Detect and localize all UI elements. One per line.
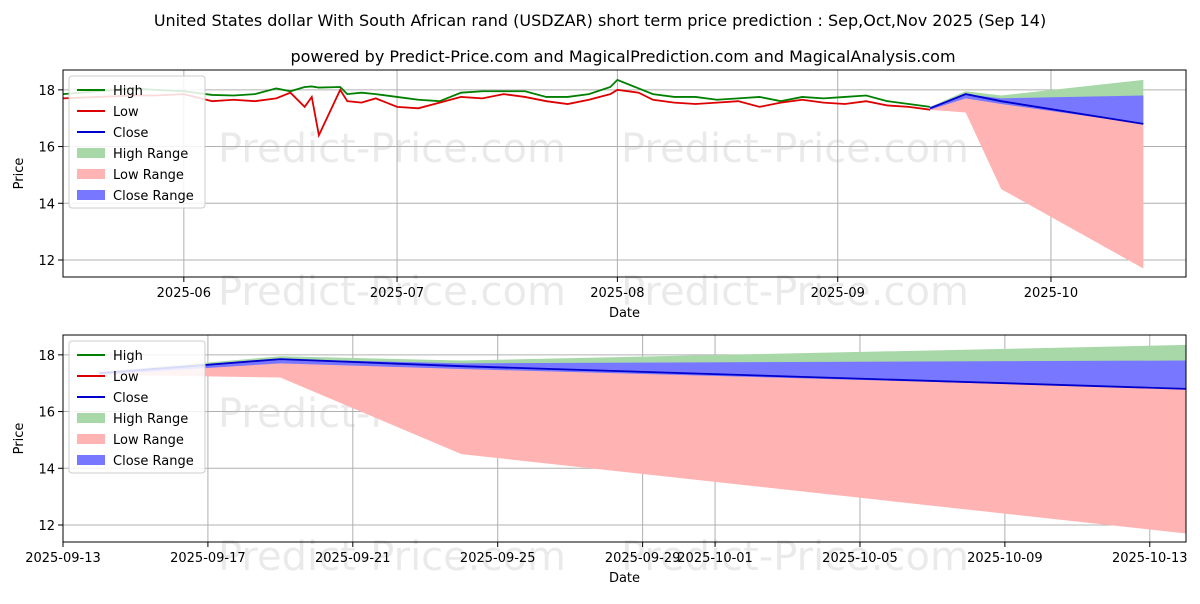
legend-label: Low Range — [113, 168, 184, 183]
y-tick-label: 16 — [38, 141, 55, 156]
legend-swatch-patch — [77, 190, 105, 200]
x-tick-label: 2025-10-13 — [1112, 551, 1188, 566]
close-range-band — [99, 359, 1186, 389]
watermark-text: Predict-Price.com — [621, 126, 969, 172]
x-tick-label: 2025-06 — [157, 286, 211, 301]
legend-swatch-patch — [77, 455, 105, 465]
x-axis-label: Date — [609, 571, 640, 586]
grid-lines — [63, 70, 1186, 277]
y-tick-label: 14 — [38, 197, 55, 212]
y-tick-label: 12 — [38, 519, 55, 534]
bottom-panel: Predict-Price.comPredict-Price.comPredic… — [12, 334, 1188, 586]
x-tick-label: 2025-07 — [370, 286, 424, 301]
x-tick-label: 2025-09-17 — [170, 551, 246, 566]
legend-swatch-patch — [77, 434, 105, 444]
y-tick-label: 18 — [38, 84, 55, 99]
y-tick-label: 14 — [38, 462, 55, 477]
close-series-line — [929, 93, 1144, 125]
legend-label: Low — [113, 105, 139, 120]
chart-title: United States dollar With South African … — [154, 11, 1046, 30]
x-tick-label: 2025-10-05 — [822, 551, 898, 566]
y-tick-label: 18 — [38, 349, 55, 364]
x-tick-label: 2025-10 — [1024, 286, 1078, 301]
plot-frame — [62, 334, 1187, 543]
x-tick-label: 2025-09-13 — [25, 551, 101, 566]
legend-label: Low — [113, 370, 139, 385]
legend-label: High — [113, 84, 143, 99]
legend: High Low Close High Range Low Range Close Ran… — [68, 75, 206, 209]
legend-label: High Range — [113, 147, 188, 162]
legend-label: Low Range — [113, 433, 184, 448]
y-axis-label: Price — [12, 423, 27, 455]
x-tick-label: 2025-10-01 — [677, 551, 753, 566]
y-tick-label: 16 — [38, 406, 55, 421]
chart-subtitle: powered by Predict-Price.com and Magical… — [290, 47, 955, 66]
legend: High Low Close High Range Low Range Close Ran… — [68, 340, 206, 474]
y-axis-label: Price — [12, 158, 27, 190]
x-tick-label: 2025-09-25 — [460, 551, 536, 566]
x-tick-label: 2025-09 — [811, 286, 865, 301]
high-series-line — [63, 78, 931, 108]
x-tick-label: 2025-09-29 — [605, 551, 681, 566]
watermark-text: Predict-Price.com — [621, 269, 969, 315]
legend-label: Close — [113, 126, 148, 141]
low-range-band — [99, 359, 1186, 534]
legend-swatch-patch — [77, 413, 105, 423]
legend-swatch-patch — [77, 148, 105, 158]
legend-label: Close Range — [113, 454, 194, 469]
legend-swatch-patch — [77, 169, 105, 179]
legend-label: High Range — [113, 412, 188, 427]
low-series-line — [63, 87, 931, 139]
legend-label: High — [113, 349, 143, 364]
plot-area — [63, 78, 1144, 269]
plot-frame — [62, 69, 1187, 278]
low-range-band — [930, 94, 1144, 269]
watermark-text: Predict-Price.com — [218, 126, 566, 172]
legend-label: Close Range — [113, 189, 194, 204]
x-tick-label: 2025-09-21 — [315, 551, 391, 566]
x-tick-label: 2025-08 — [590, 286, 644, 301]
top-panel: Predict-Price.com Predict-Price.com Predic… — [12, 69, 1187, 321]
y-tick-label: 12 — [38, 254, 55, 269]
plot-area — [99, 344, 1186, 534]
x-tick-label: 2025-10-09 — [967, 551, 1043, 566]
close-range-band — [930, 94, 1144, 124]
legend-label: Close — [113, 391, 148, 406]
x-axis-label: Date — [609, 306, 640, 321]
